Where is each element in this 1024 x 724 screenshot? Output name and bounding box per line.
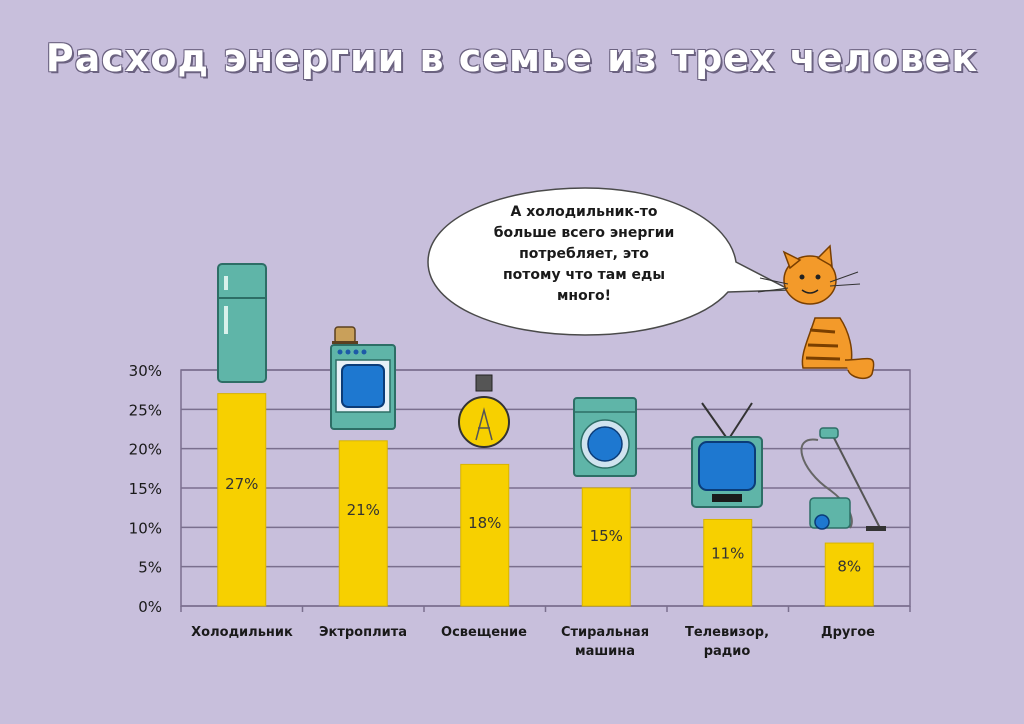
y-tick-label: 20% [129,441,162,459]
x-tick-label: Другое [821,625,875,640]
y-tick-label: 5% [138,559,162,577]
y-tick-label: 10% [129,519,162,537]
data-label: 21% [347,501,380,519]
y-tick-label: 30% [129,362,162,380]
data-labels: 27% 21% 18% 15% 11% 8% [225,475,861,575]
data-label: 15% [590,527,623,545]
x-tick-label: Стиральная машина [560,625,650,659]
bars [217,393,874,607]
data-label: 11% [711,544,744,562]
x-tick-label: Эктроплита [318,625,408,640]
x-tick-label: Телевизор, радио [684,625,770,659]
data-label: 18% [468,514,501,532]
speech-line: потребляет, это [519,246,649,262]
x-tick-label: Холодильник [191,625,293,640]
cat-illustration [757,244,875,380]
bar [581,487,631,607]
speech-bubble-shape [427,187,793,336]
data-label: 8% [837,557,861,575]
speech-line: много! [556,288,612,304]
y-tick-label: 15% [129,480,162,498]
x-tick-label: Освещение [441,625,527,640]
y-tick-label: 0% [138,598,162,616]
y-tick-label: 25% [129,401,162,419]
tv-icon [691,402,763,508]
speech-line: больше всего энергии [493,225,675,241]
grid-lines [180,369,911,612]
stove-icon [330,326,396,430]
data-label: 27% [225,475,258,493]
washing-machine-icon [573,397,637,477]
bar [338,440,388,607]
bar [703,518,753,607]
light-bulb-icon [458,374,510,448]
bar [460,463,510,607]
page-title: Расход энергии в семье из трех человек [45,36,979,80]
y-axis-ticks: 0% 5% 10% 15% 20% 25% 30% [129,362,162,616]
speech-line: А холодильник-то [510,204,658,220]
bar [217,393,267,607]
speech-line: потому что там еды [502,267,666,283]
vacuum-cleaner-icon [800,427,886,531]
bar [824,542,874,607]
refrigerator-icon [217,263,267,383]
speech-bubble-text: А холодильник-то больше всего энергии по… [466,202,702,307]
